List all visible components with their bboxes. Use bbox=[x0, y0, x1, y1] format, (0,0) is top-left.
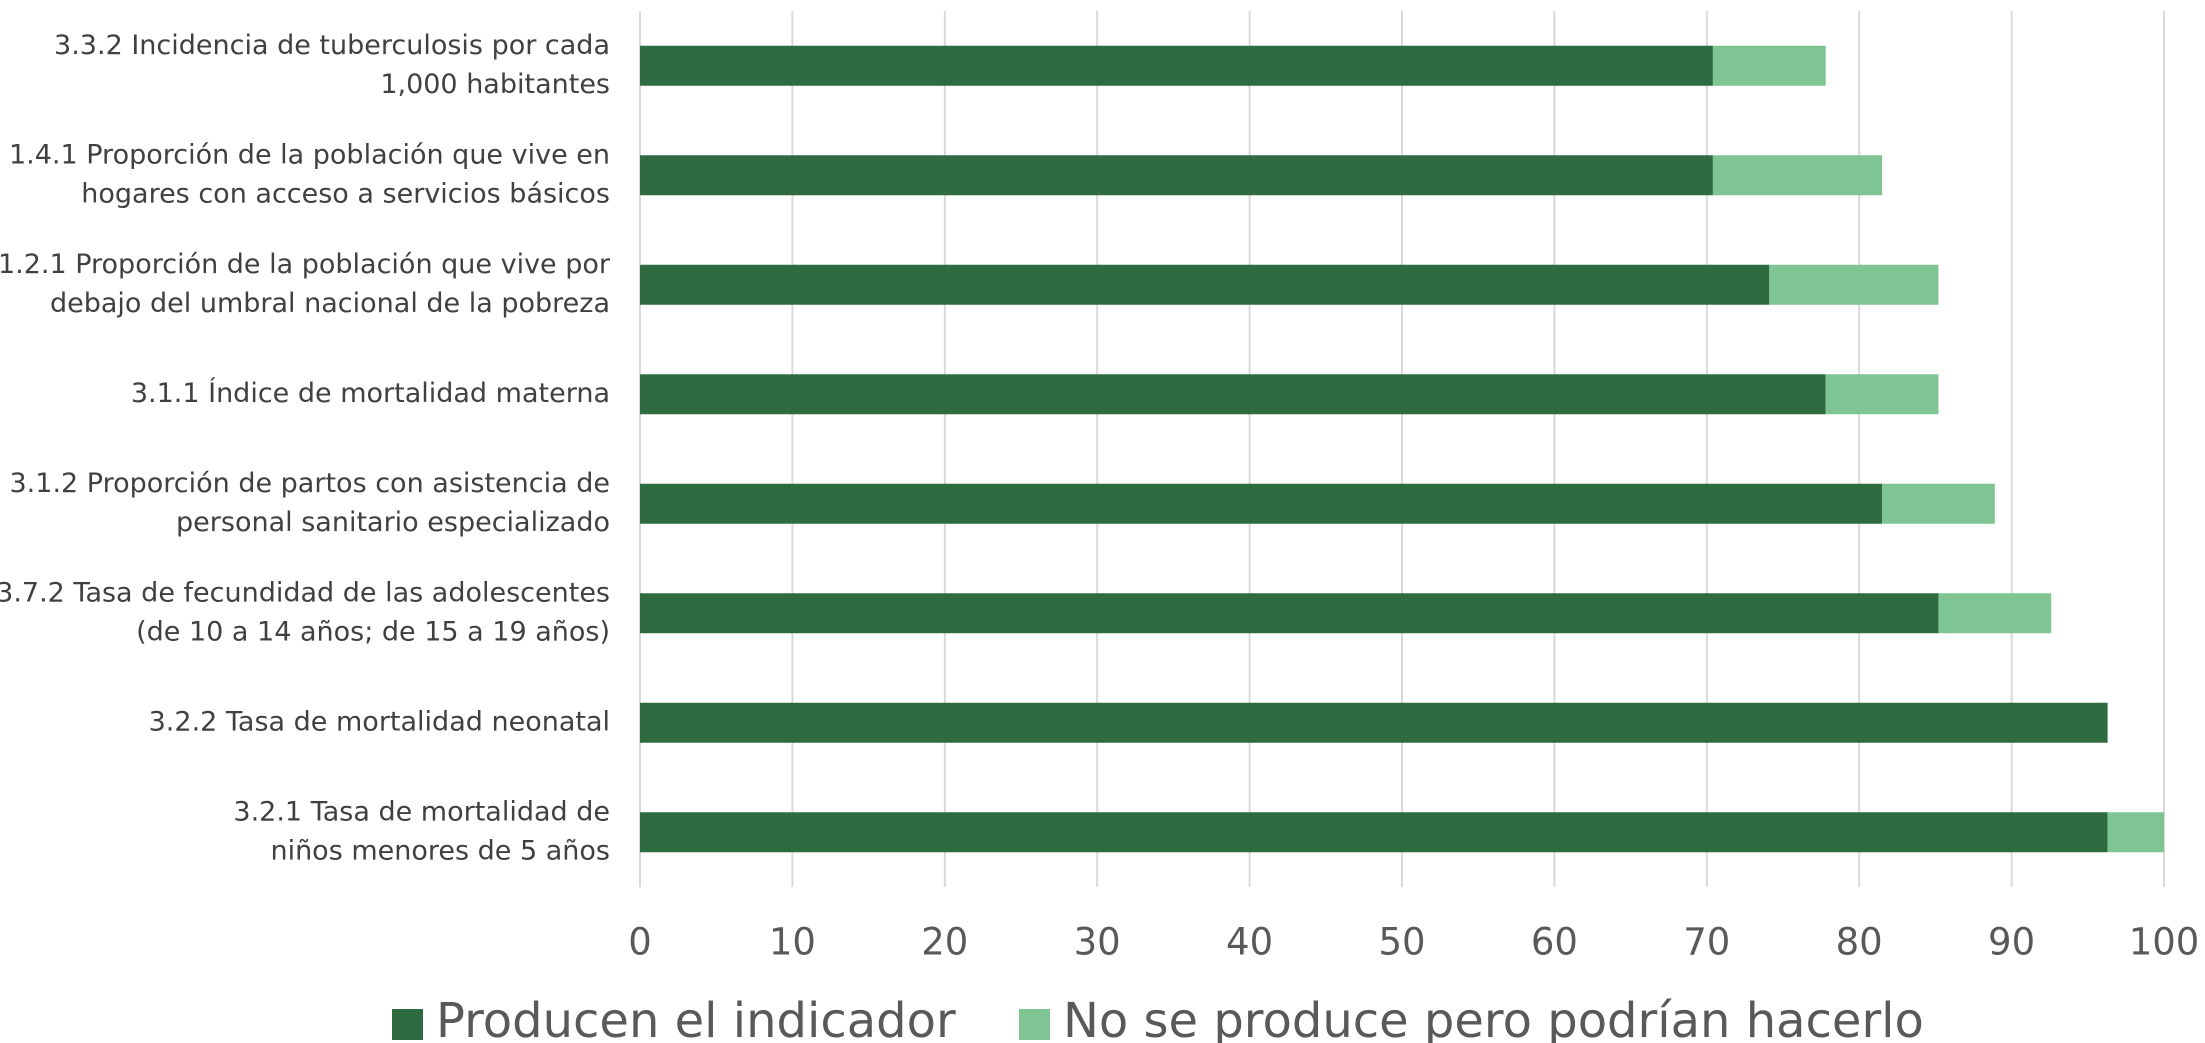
x-tick-label: 0 bbox=[628, 921, 652, 964]
legend-swatch bbox=[392, 1009, 423, 1040]
bar bbox=[640, 155, 1713, 196]
bar bbox=[1769, 264, 1939, 305]
category-label: 3.3.2 Incidencia de tuberculosis por cad… bbox=[54, 30, 610, 61]
category-label: 1,000 habitantes bbox=[380, 69, 610, 100]
category-label: 3.1.1 Índice de mortalidad materna bbox=[131, 377, 610, 409]
category-label: 1.4.1 Proporción de la población que viv… bbox=[9, 139, 610, 170]
x-tick-label: 70 bbox=[1683, 921, 1730, 964]
bar bbox=[2107, 812, 2164, 853]
x-tick-label: 80 bbox=[1836, 921, 1883, 964]
x-tick-label: 90 bbox=[1988, 921, 2035, 964]
category-label: 3.7.2 Tasa de fecundidad de las adolesce… bbox=[0, 577, 610, 608]
x-tick-label: 30 bbox=[1074, 921, 1121, 964]
x-tick-label: 60 bbox=[1531, 921, 1578, 964]
bar bbox=[640, 483, 1883, 524]
bar bbox=[1938, 593, 2052, 634]
category-label: 3.1.2 Proporción de partos con asistenci… bbox=[10, 468, 611, 499]
legend-label: Producen el indicador bbox=[436, 993, 956, 1043]
x-tick-label: 40 bbox=[1226, 921, 1273, 964]
x-tick-label: 20 bbox=[921, 921, 968, 964]
category-label: 3.2.2 Tasa de mortalidad neonatal bbox=[149, 706, 610, 737]
legend-label: No se produce pero podrían hacerlo bbox=[1063, 993, 1924, 1043]
bar bbox=[640, 593, 1939, 634]
bar bbox=[1712, 45, 1826, 86]
bar bbox=[640, 45, 1713, 86]
bar bbox=[1712, 155, 1883, 196]
category-label: niños menores de 5 años bbox=[270, 835, 610, 866]
category-label: (de 10 a 14 años; de 15 a 19 años) bbox=[136, 616, 610, 647]
legend-swatch bbox=[1019, 1009, 1050, 1040]
x-tick-label: 10 bbox=[769, 921, 816, 964]
x-tick-label: 100 bbox=[2129, 921, 2200, 964]
category-label: 3.2.1 Tasa de mortalidad de bbox=[233, 796, 610, 827]
category-label: hogares con acceso a servicios básicos bbox=[81, 178, 610, 209]
x-tick-label: 50 bbox=[1378, 921, 1425, 964]
bar bbox=[640, 374, 1826, 415]
category-label: personal sanitario especializado bbox=[176, 507, 610, 538]
bar bbox=[1825, 374, 1939, 415]
category-label: debajo del umbral nacional de la pobreza bbox=[50, 288, 610, 319]
bar bbox=[1882, 483, 1995, 524]
bar bbox=[640, 812, 2108, 853]
bar bbox=[640, 702, 2108, 743]
bar bbox=[640, 264, 1770, 305]
category-label: 1.2.1 Proporción de la población que viv… bbox=[0, 249, 611, 280]
